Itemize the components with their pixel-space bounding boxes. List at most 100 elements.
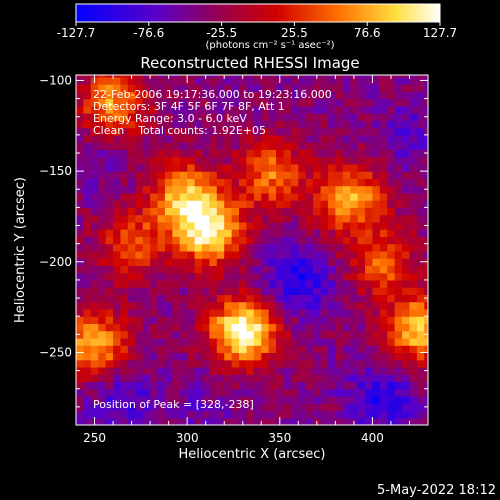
heatmap-cell (387, 258, 396, 267)
heatmap-cell (209, 113, 218, 121)
heatmap-cell (298, 381, 307, 390)
heatmap-cell (224, 142, 233, 150)
heatmap-cell (365, 243, 374, 252)
heatmap-cell (246, 279, 255, 288)
heatmap-cell (98, 185, 107, 194)
heatmap-cell (172, 279, 181, 288)
heatmap-cell (365, 214, 374, 223)
heatmap-cell (335, 265, 344, 274)
heatmap-cell (179, 178, 188, 187)
heatmap-cell (268, 395, 277, 404)
heatmap-cell (253, 301, 262, 310)
heatmap-cell (164, 120, 173, 129)
heatmap-cell (120, 337, 129, 346)
heatmap-cell (365, 374, 374, 383)
heatmap-cell (216, 330, 225, 339)
heatmap-cell (409, 388, 418, 397)
heatmap-cell (261, 294, 270, 303)
heatmap-cell (76, 250, 85, 259)
heatmap-cell (379, 272, 388, 281)
heatmap-cell (172, 345, 181, 354)
heatmap-cell (216, 287, 225, 296)
heatmap-cell (402, 192, 411, 201)
heatmap-cell (120, 417, 129, 425)
heatmap-cell (365, 120, 374, 129)
heatmap-cell (283, 127, 292, 136)
heatmap-cell (261, 178, 270, 187)
heatmap-cell (105, 207, 114, 216)
heatmap-cell (83, 352, 92, 361)
heatmap-cell (105, 84, 114, 92)
heatmap-cell (164, 323, 173, 332)
heatmap-cell (150, 265, 159, 274)
heatmap-cell (283, 337, 292, 346)
heatmap-cell (172, 294, 181, 303)
heatmap-cell (135, 171, 144, 179)
heatmap-cell (105, 250, 114, 259)
heatmap-cell (150, 279, 159, 288)
heatmap-cell (290, 75, 299, 78)
heatmap-cell (313, 171, 322, 179)
heatmap-cell (394, 337, 403, 346)
heatmap-cell (409, 272, 418, 281)
heatmap-cell (416, 294, 425, 303)
heatmap-cell (209, 250, 218, 259)
heatmap-cell (350, 279, 359, 288)
heatmap-cell (216, 265, 225, 274)
heatmap-cell (113, 279, 122, 288)
heatmap-cell (224, 214, 233, 223)
heatmap-cell (231, 316, 240, 325)
heatmap-cell (113, 120, 122, 129)
heatmap-cell (283, 134, 292, 143)
heatmap-cell (276, 258, 285, 267)
heatmap-cell (276, 113, 285, 121)
heatmap-cell (246, 120, 255, 129)
heatmap-cell (402, 127, 411, 136)
heatmap-cell (105, 185, 114, 194)
heatmap-cell (135, 105, 144, 114)
heatmap-cell (357, 308, 366, 317)
heatmap-cell (416, 403, 425, 412)
heatmap-cell (164, 287, 173, 296)
heatmap-cell (379, 75, 388, 78)
heatmap-cell (357, 163, 366, 172)
heatmap-cell (142, 308, 151, 317)
heatmap-cell (157, 330, 166, 339)
heatmap-cell (201, 163, 210, 172)
heatmap-cell (268, 207, 277, 216)
heatmap-cell (187, 403, 196, 412)
heatmap-cell (253, 236, 262, 245)
heatmap-cell (142, 163, 151, 172)
heatmap-cell (372, 337, 381, 346)
heatmap-cell (194, 374, 203, 383)
heatmap-cell (261, 395, 270, 404)
heatmap-cell (290, 301, 299, 310)
heatmap-cell (342, 76, 351, 85)
heatmap-cell (372, 366, 381, 375)
heatmap-cell (150, 316, 159, 325)
heatmap-cell (320, 127, 329, 136)
heatmap-cell (76, 403, 85, 412)
heatmap-cell (98, 352, 107, 361)
heatmap-cell (387, 250, 396, 259)
heatmap-cell (357, 75, 366, 78)
heatmap-cell (179, 265, 188, 274)
heatmap-cell (290, 185, 299, 194)
heatmap-cell (350, 410, 359, 419)
heatmap-cell (76, 330, 85, 339)
heatmap-cell (313, 120, 322, 129)
heatmap-cell (135, 142, 144, 150)
heatmap-cell (216, 120, 225, 129)
heatmap-cell (342, 207, 351, 216)
heatmap-cell (83, 76, 92, 85)
heatmap-cell (83, 84, 92, 92)
heatmap-cell (150, 236, 159, 245)
heatmap-cell (372, 374, 381, 383)
heatmap-cell (379, 337, 388, 346)
heatmap-cell (313, 265, 322, 274)
heatmap-cell (231, 221, 240, 230)
heatmap-cell (90, 163, 99, 172)
heatmap-cell (283, 279, 292, 288)
heatmap-cell (142, 323, 151, 332)
heatmap-cell (216, 192, 225, 201)
